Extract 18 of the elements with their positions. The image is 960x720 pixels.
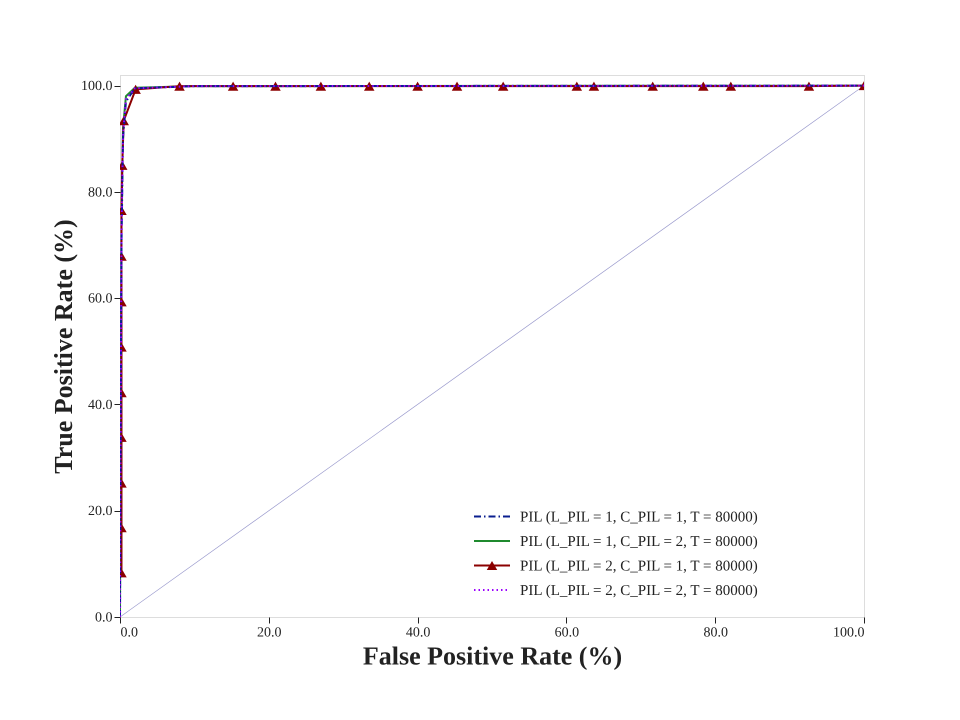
x-tick-label: 80.0 <box>703 626 728 640</box>
x-axis-title: False Positive Rate (%) <box>362 642 622 670</box>
x-tick-label: 100.0 <box>833 626 864 640</box>
x-tick-label: 60.0 <box>554 626 580 640</box>
x-tick-label: 20.0 <box>257 626 282 640</box>
x-tick-label: 0.0 <box>120 626 138 640</box>
y-tick-label: 0.0 <box>95 610 112 626</box>
y-tick-label: 80.0 <box>88 185 112 200</box>
legend-label: PIL (L_PIL = 1, C_PIL = 2, T = 80000) <box>520 534 758 550</box>
x-tick-label: 40.0 <box>406 626 430 640</box>
y-tick-label: 60.0 <box>88 292 112 307</box>
legend-label: PIL (L_PIL = 1, C_PIL = 1, T = 80000) <box>520 510 758 526</box>
y-axis-title: True Positive Rate (%) <box>49 219 78 474</box>
legend-label: PIL (L_PIL = 2, C_PIL = 2, T = 80000) <box>520 583 758 599</box>
y-tick-label: 40.0 <box>88 398 112 413</box>
legend-label: PIL (L_PIL = 2, C_PIL = 1, T = 80000) <box>520 558 758 574</box>
y-tick-label: 100.0 <box>81 79 112 94</box>
y-tick-label: 20.0 <box>88 504 112 520</box>
